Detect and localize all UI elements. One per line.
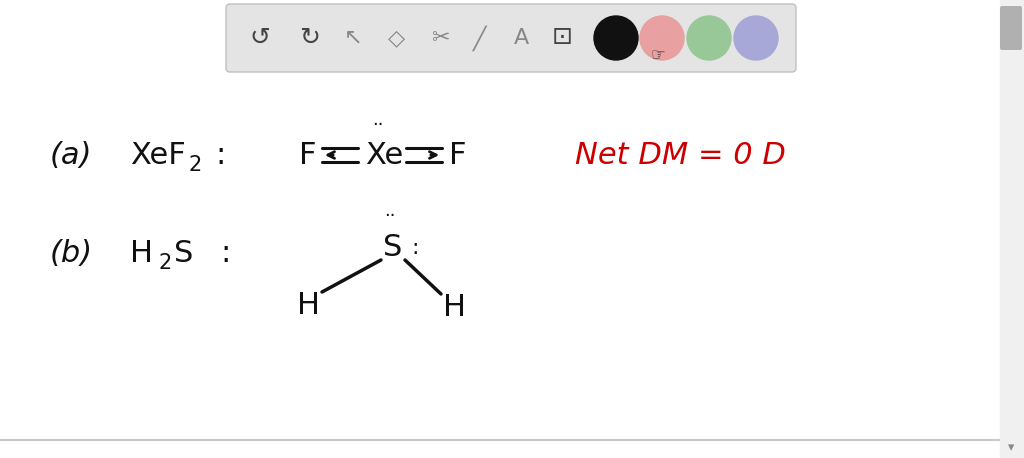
Text: ··: ·· (373, 116, 384, 134)
Text: 2: 2 (158, 253, 171, 273)
FancyBboxPatch shape (1000, 6, 1022, 50)
Text: H: H (130, 239, 153, 267)
Circle shape (640, 16, 684, 60)
Text: :: : (220, 239, 230, 267)
Bar (1000, 0, 1024, 458)
Text: ✂: ✂ (431, 28, 450, 48)
Text: :: : (412, 238, 419, 258)
Text: H: H (297, 291, 319, 321)
Text: ▾: ▾ (1008, 442, 1014, 454)
Circle shape (594, 16, 638, 60)
Text: 2: 2 (188, 155, 202, 175)
Text: F: F (299, 141, 316, 169)
Text: H: H (443, 294, 467, 322)
Text: S: S (174, 239, 194, 267)
Circle shape (734, 16, 778, 60)
Text: ··: ·· (384, 207, 395, 225)
Text: ↻: ↻ (299, 26, 321, 50)
Circle shape (687, 16, 731, 60)
Text: F: F (450, 141, 467, 169)
Text: ⊡: ⊡ (552, 25, 572, 49)
Text: :: : (215, 141, 225, 169)
Text: ☞: ☞ (650, 46, 666, 64)
Text: ↺: ↺ (250, 26, 270, 50)
Text: S: S (383, 234, 402, 262)
Text: ◇: ◇ (388, 28, 406, 48)
Text: ↖: ↖ (344, 28, 362, 48)
Text: XeF: XeF (130, 141, 185, 169)
Text: Xe: Xe (365, 141, 403, 169)
Text: (a): (a) (50, 141, 92, 169)
FancyBboxPatch shape (226, 4, 796, 72)
Text: ╱: ╱ (473, 25, 486, 51)
Text: Net DM = 0 D: Net DM = 0 D (575, 141, 785, 169)
Text: (b): (b) (50, 239, 93, 267)
Text: A: A (513, 28, 528, 48)
